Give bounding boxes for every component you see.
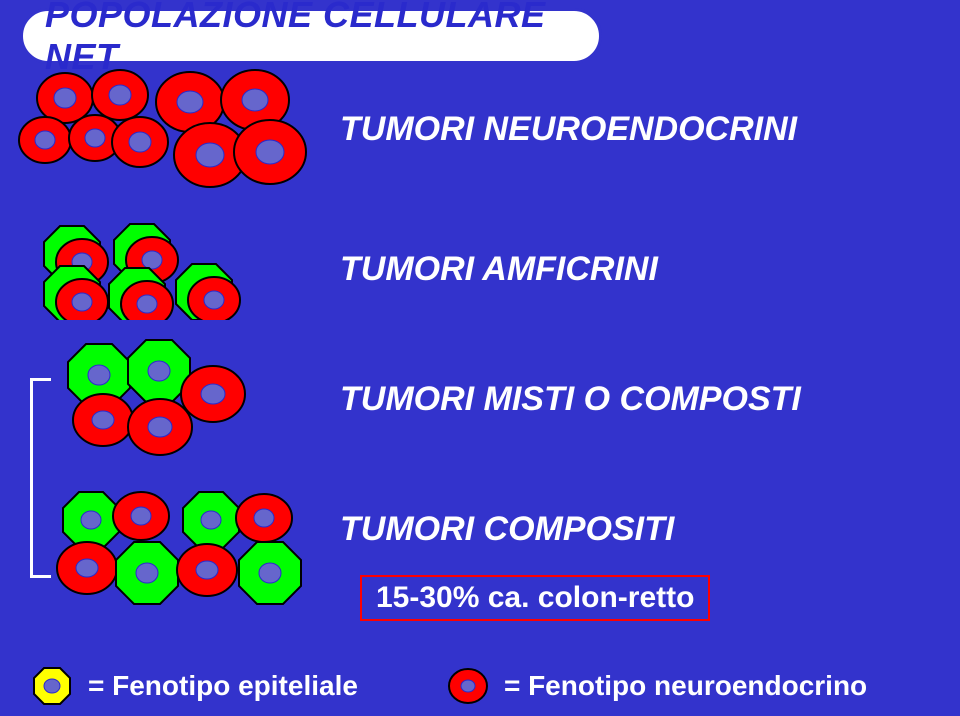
legend-neuroendocrine-text: = Fenotipo neuroendocrino	[504, 670, 867, 702]
row3-label: TUMORI MISTI O COMPOSTI	[340, 380, 801, 419]
stat-box-text: 15-30% ca. colon-retto	[376, 581, 694, 614]
row4-label: TUMORI COMPOSITI	[340, 510, 674, 549]
row1-cells	[10, 60, 310, 200]
row1-label: TUMORI NEUROENDOCRINI	[340, 110, 797, 149]
bracket-misti-compositi	[30, 378, 33, 578]
row4-cells	[45, 480, 345, 610]
row2-cells	[30, 210, 290, 320]
row3-cells	[50, 330, 310, 460]
title-pill: POPOLAZIONE CELLULARE NET	[20, 8, 602, 64]
legend: = Fenotipo epiteliale = Fenotipo neuroen…	[30, 664, 930, 708]
legend-epithelial-text: = Fenotipo epiteliale	[88, 670, 358, 702]
legend-neuroendocrine-icon	[446, 664, 490, 708]
row2-label: TUMORI AMFICRINI	[340, 250, 658, 289]
legend-epithelial-icon	[30, 664, 74, 708]
stat-box: 15-30% ca. colon-retto	[360, 575, 710, 621]
